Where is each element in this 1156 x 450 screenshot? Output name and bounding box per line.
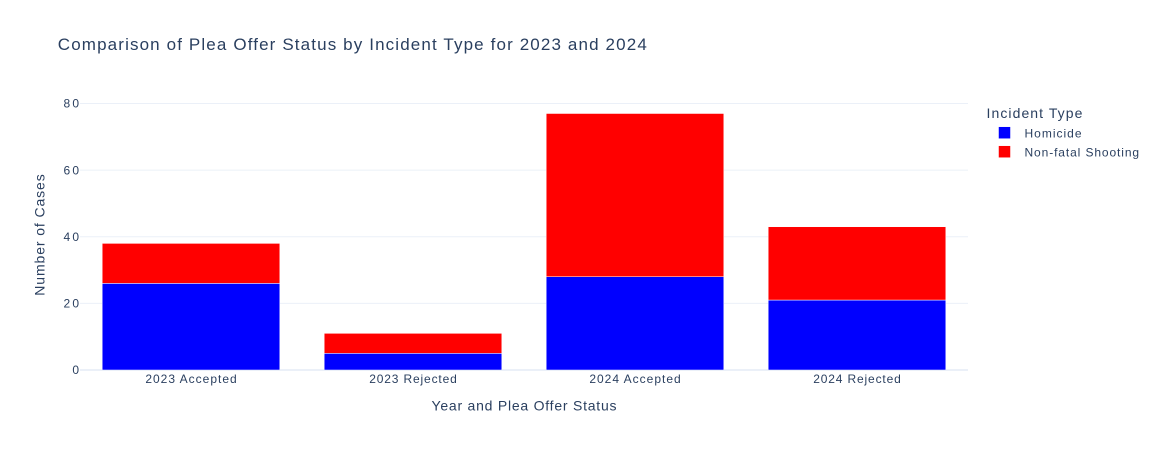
svg-text:Non-fatal Shooting: Non-fatal Shooting — [1025, 145, 1140, 159]
svg-text:2024 Accepted: 2024 Accepted — [589, 372, 680, 386]
svg-text:2023 Accepted: 2023 Accepted — [145, 372, 236, 386]
svg-text:2024 Rejected: 2024 Rejected — [813, 372, 901, 386]
svg-text:Year and Plea Offer Status: Year and Plea Offer Status — [432, 397, 617, 413]
svg-text:80: 80 — [64, 97, 80, 111]
svg-text:2023 Rejected: 2023 Rejected — [369, 372, 457, 386]
svg-text:0: 0 — [72, 363, 79, 377]
svg-text:60: 60 — [64, 163, 80, 177]
svg-text:40: 40 — [64, 230, 80, 244]
svg-text:Comparison of Plea Offer Statu: Comparison of Plea Offer Status by Incid… — [58, 35, 647, 54]
svg-text:Homicide: Homicide — [1025, 126, 1082, 140]
svg-text:Incident Type: Incident Type — [987, 105, 1083, 121]
svg-text:Number of Cases: Number of Cases — [31, 174, 47, 296]
svg-text:20: 20 — [64, 297, 80, 311]
